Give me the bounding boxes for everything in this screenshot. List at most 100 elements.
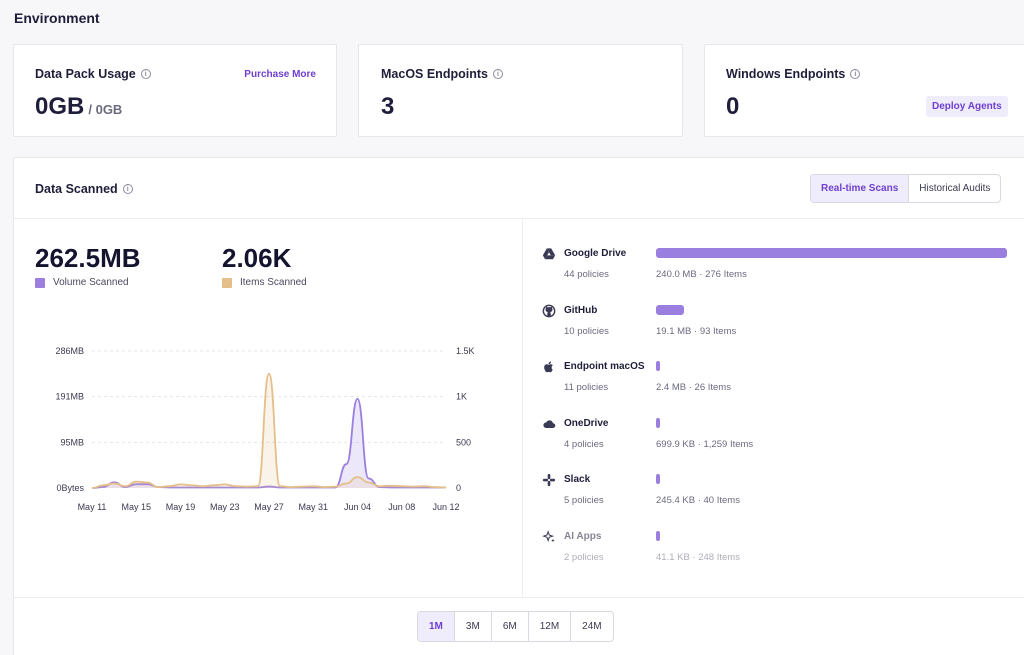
info-icon[interactable]: i — [492, 69, 503, 79]
source-row: AI Apps 2 policies 41.1 KB · 248 Items — [522, 529, 1002, 581]
data-pack-total: / 0GB — [88, 102, 123, 117]
y-right-tick-label: 500 — [456, 437, 471, 447]
volume-legend: Volume Scanned — [35, 277, 129, 288]
series-line — [91, 372, 447, 489]
windows-card: Windows Endpoints i 0 Deploy Agents — [704, 44, 1024, 137]
source-name: Google Drive — [564, 248, 627, 259]
x-tick-label: Jun 04 — [344, 502, 371, 512]
source-row: Google Drive 44 policies 240.0 MB · 276 It… — [522, 247, 1007, 298]
windows-title-row: Windows Endpoints i — [726, 67, 861, 81]
windows-title: Windows Endpoints — [726, 67, 846, 81]
tab-historical-audits[interactable]: Historical Audits — [919, 183, 991, 194]
source-name: AI Apps — [564, 530, 602, 542]
series-area — [92, 373, 446, 488]
macos-title-row: MacOS Endpoints i — [381, 67, 503, 81]
y-left-tick-label: 95MB — [60, 437, 84, 447]
source-size: 2.4 MB · 26 Items — [656, 382, 731, 393]
range-12m-button[interactable]: 12M — [529, 612, 572, 641]
macos-card: MacOS Endpoints i 3 — [358, 44, 683, 137]
data-scanned-title-row: Data Scanned i — [35, 182, 133, 196]
items-scanned-value: 2.06K — [222, 243, 292, 273]
source-row: OneDrive 4 policies 699.9 KB · 1,259 Items — [522, 417, 1002, 468]
range-1m-button[interactable]: 1M — [418, 612, 455, 641]
range-6m-button[interactable]: 6M — [492, 612, 529, 641]
source-policies: 44 policies — [564, 269, 609, 280]
source-name: OneDrive — [564, 417, 609, 429]
source-policies: 5 policies — [564, 495, 604, 506]
source-volume-bar — [656, 361, 660, 371]
data-scanned-title: Data Scanned — [35, 182, 118, 196]
deploy-agents-button[interactable]: Deploy Agents — [926, 96, 1008, 117]
source-policies: 4 policies — [564, 438, 604, 450]
range-24m-button[interactable]: 24M — [582, 621, 602, 632]
scan-type-toggle: Real-time Scans Historical Audits — [810, 174, 1002, 203]
data-pack-value-row: 0GB / 0GB — [35, 93, 122, 121]
data-pack-value: 0GB — [35, 93, 85, 120]
items-legend: Items Scanned — [222, 277, 307, 288]
source-row: Endpoint macOS 11 policies 2.4 MB · 26 Ite… — [522, 361, 1002, 411]
data-scanned-card: Data Scanned i Real-time Scans Historica… — [13, 157, 1024, 655]
data-pack-card: Data Pack Usage i Purchase More 0GB / 0G… — [13, 44, 337, 137]
macos-title: MacOS Endpoints — [381, 67, 488, 81]
apple-icon — [542, 360, 556, 374]
source-policies: 11 policies — [564, 382, 609, 393]
source-volume-bar — [656, 304, 684, 315]
source-name: Endpoint macOS — [564, 361, 645, 372]
x-tick-label: Jun 12 — [432, 502, 459, 512]
items-label: Items Scanned — [240, 277, 307, 288]
github-icon — [542, 304, 556, 318]
slack-icon — [542, 473, 556, 487]
x-tick-label: May 19 — [166, 502, 196, 512]
series-area — [92, 398, 446, 488]
volume-swatch — [35, 277, 45, 288]
y-right-tick-label: 0 — [456, 483, 461, 493]
source-volume-bar — [656, 417, 660, 428]
data-scanned-chart: 286MB 1.5K 191MB 1K 95MB 500 0Bytes 0 May 11 May … — [55, 346, 475, 512]
data-pack-title-row: Data Pack Usage i — [35, 67, 151, 81]
source-volume-bar — [656, 474, 660, 484]
source-name: Slack — [564, 474, 591, 485]
source-size: 19.1 MB · 93 Items — [656, 325, 737, 337]
source-row: GitHub 10 policies 19.1 MB · 93 Items — [522, 304, 1002, 355]
page-title: Environment — [14, 10, 100, 26]
x-tick-label: May 31 — [298, 502, 328, 512]
x-tick-label: May 27 — [254, 502, 284, 512]
windows-value: 0 — [726, 93, 740, 120]
google-drive-icon — [542, 247, 556, 261]
tab-realtime-scans[interactable]: Real-time Scans — [811, 175, 910, 202]
source-size: 699.9 KB · 1,259 Items — [656, 438, 754, 450]
source-row: Slack 5 policies 245.4 KB · 40 Items — [522, 473, 1002, 524]
y-left-tick-label: 0Bytes — [56, 483, 84, 493]
source-volume-bar — [656, 530, 660, 541]
y-right-tick-label: 1K — [456, 392, 467, 402]
time-range-selector: 1M 3M 6M 12M 24M — [417, 611, 614, 642]
x-tick-label: May 11 — [78, 502, 107, 512]
divider — [522, 219, 523, 597]
series-line — [91, 398, 446, 489]
info-icon[interactable]: i — [850, 69, 861, 79]
source-list: Google Drive 44 policies 240.0 MB · 276 It… — [522, 248, 1022, 588]
source-volume-bar — [656, 248, 1007, 258]
purchase-more-link[interactable]: Purchase More — [244, 69, 316, 80]
y-left-tick-label: 286MB — [55, 346, 84, 356]
volume-label: Volume Scanned — [53, 277, 129, 288]
x-tick-label: May 15 — [121, 502, 151, 512]
divider — [14, 218, 1024, 219]
info-icon[interactable]: i — [122, 184, 133, 194]
info-icon[interactable]: i — [140, 69, 151, 79]
range-3m-button[interactable]: 3M — [455, 612, 492, 641]
source-policies: 2 policies — [564, 551, 604, 563]
items-swatch — [222, 277, 232, 288]
source-size: 245.4 KB · 40 Items — [656, 495, 740, 506]
divider — [14, 597, 1024, 598]
source-size: 41.1 KB · 248 Items — [656, 551, 740, 563]
cloud-icon — [542, 417, 556, 431]
y-left-tick-label: 191MB — [55, 392, 84, 402]
x-tick-label: Jun 08 — [388, 502, 415, 512]
y-right-tick-label: 1.5K — [456, 346, 475, 356]
macos-value: 3 — [381, 93, 395, 120]
x-tick-label: May 23 — [210, 502, 240, 512]
data-pack-title: Data Pack Usage — [35, 67, 136, 81]
source-size: 240.0 MB · 276 Items — [656, 269, 747, 280]
source-name: GitHub — [564, 304, 598, 316]
